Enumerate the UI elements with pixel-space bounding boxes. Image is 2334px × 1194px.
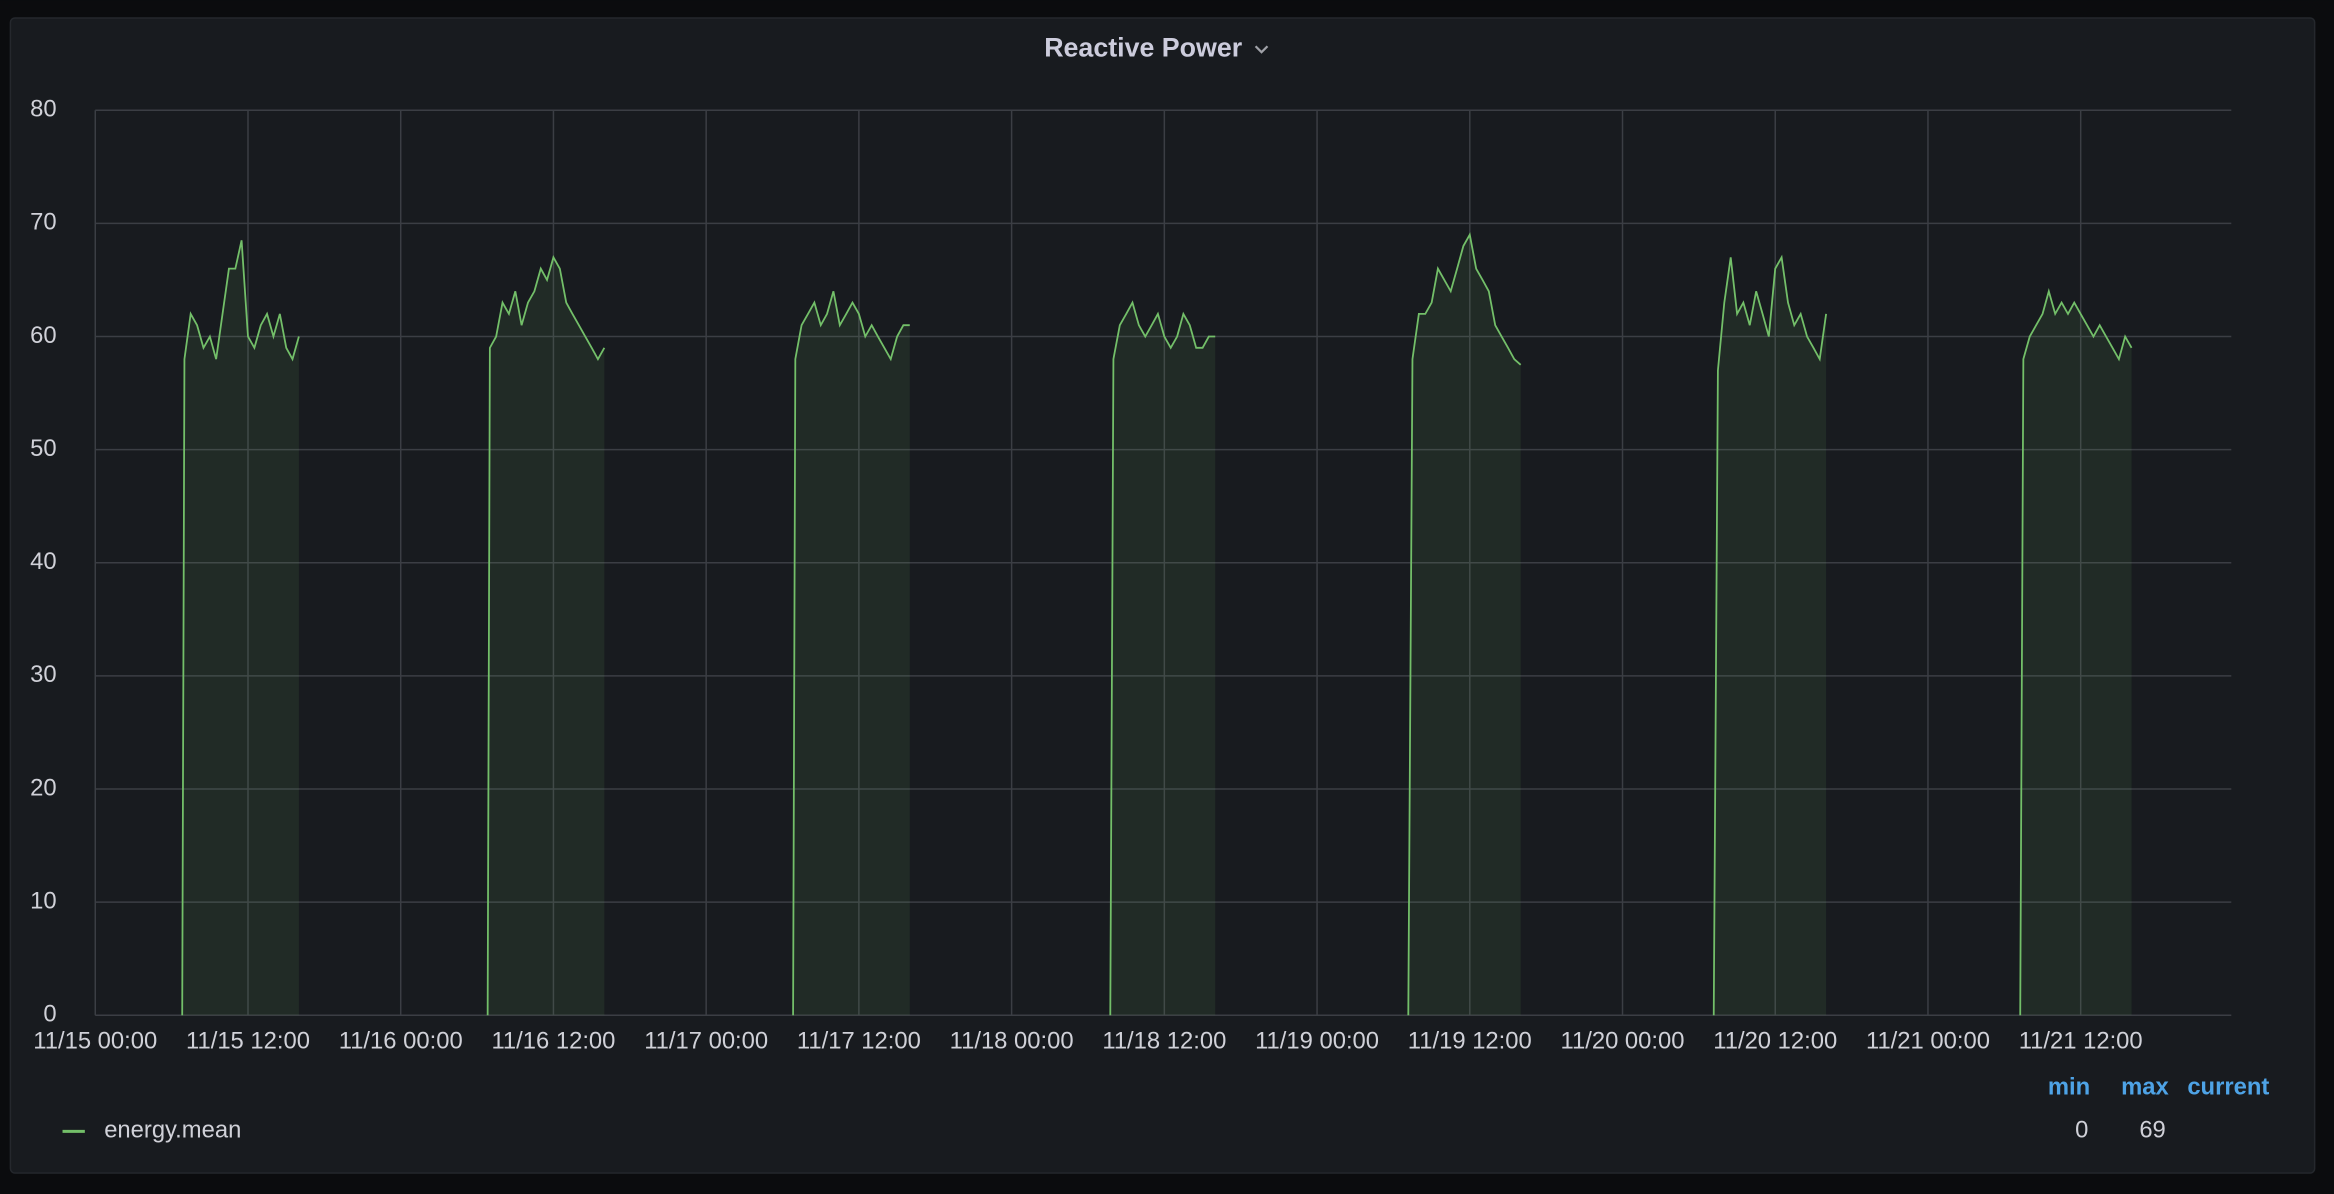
series-area	[182, 234, 2132, 1016]
x-tick-label: 11/15 00:00	[33, 1027, 157, 1054]
x-tick-label: 11/17 00:00	[644, 1027, 768, 1054]
x-tick-label: 11/19 12:00	[1408, 1027, 1532, 1054]
legend-label[interactable]: energy.mean	[104, 1117, 241, 1144]
panel-title[interactable]: Reactive Power	[1044, 32, 1243, 62]
x-tick-label: 11/16 12:00	[491, 1027, 615, 1054]
y-tick-label: 0	[43, 1001, 56, 1028]
x-tick-label: 11/20 12:00	[1713, 1027, 1837, 1054]
x-tick-label: 11/20 00:00	[1561, 1027, 1685, 1054]
y-tick-label: 10	[30, 887, 56, 914]
y-tick-label: 50	[30, 435, 56, 462]
x-tick-label: 11/21 12:00	[2019, 1027, 2143, 1054]
legend-stat-value: 69	[2139, 1117, 2165, 1144]
legend-stat-header[interactable]: min	[2048, 1074, 2090, 1101]
y-tick-label: 30	[30, 661, 56, 688]
y-tick-label: 20	[30, 774, 56, 801]
y-tick-label: 40	[30, 548, 56, 575]
legend-stat-header[interactable]: max	[2121, 1074, 2169, 1101]
x-tick-label: 11/17 12:00	[797, 1027, 921, 1054]
y-tick-label: 70	[30, 209, 56, 236]
title-menu-icon[interactable]	[1254, 45, 1269, 54]
x-tick-label: 11/16 00:00	[339, 1027, 463, 1054]
legend-stat-header[interactable]: current	[2187, 1074, 2269, 1101]
x-tick-label: 11/15 12:00	[186, 1027, 310, 1054]
panel-frame	[9, 17, 2316, 1174]
series-line	[181, 232, 2133, 1016]
y-tick-label: 80	[30, 96, 56, 123]
x-tick-label: 11/19 00:00	[1255, 1027, 1379, 1054]
x-tick-label: 11/18 00:00	[950, 1027, 1074, 1054]
x-tick-label: 11/21 00:00	[1866, 1027, 1990, 1054]
x-tick-label: 11/18 12:00	[1102, 1027, 1226, 1054]
legend-stat-value: 0	[2075, 1117, 2088, 1144]
y-tick-label: 60	[30, 322, 56, 349]
